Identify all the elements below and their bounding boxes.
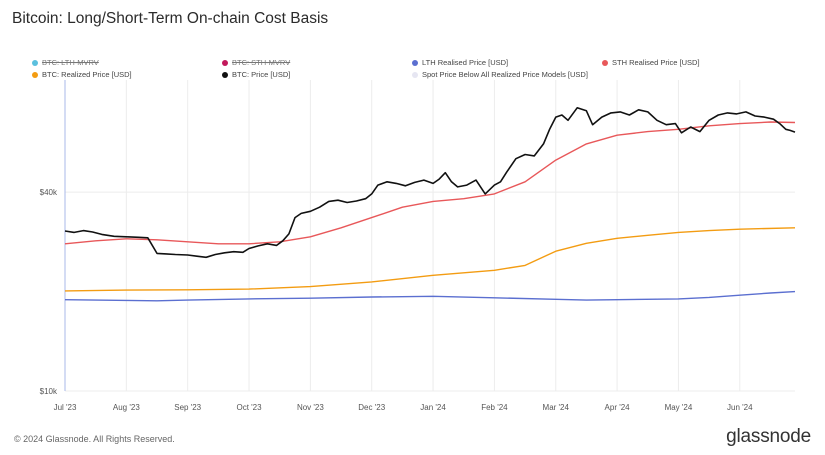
legend-swatch-spot-below-models	[412, 71, 418, 78]
legend-item-realized-price[interactable]: BTC: Realized Price [USD]	[32, 70, 222, 79]
brand-logo: glassnode	[726, 426, 811, 447]
copyright-footer: © 2024 Glassnode. All Rights Reserved.	[14, 434, 175, 444]
legend-item-lth-mvrv[interactable]: BTC: LTH-MVRV	[32, 58, 222, 67]
x-tick-label: Aug '23	[113, 403, 140, 412]
legend-label-sth-realised-price: STH Realised Price [USD]	[612, 58, 700, 67]
legend-item-lth-realised-price[interactable]: LTH Realised Price [USD]	[412, 58, 602, 67]
x-tick-label: Dec '23	[358, 403, 385, 412]
series-line-btc-realized-price-usd	[64, 227, 796, 292]
series-line-lth-realised-price-usd	[64, 290, 796, 302]
legend-item-spot-below-models[interactable]: Spot Price Below All Realized Price Mode…	[412, 70, 602, 79]
legend-item-sth-mvrv[interactable]: BTC: STH-MVRV	[222, 58, 412, 67]
chart-legend: BTC: LTH-MVRV BTC: STH-MVRV LTH Realised…	[32, 58, 802, 79]
series-lines	[64, 107, 796, 302]
series-line-btc-price-usd	[64, 107, 796, 259]
legend-label-lth-realised-price: LTH Realised Price [USD]	[422, 58, 509, 67]
x-tick-label: Mar '24	[543, 403, 570, 412]
x-tick-label: Oct '23	[236, 403, 262, 412]
legend-label-sth-mvrv: BTC: STH-MVRV	[232, 58, 291, 67]
legend-swatch-btc-price	[222, 71, 228, 78]
legend-swatch-sth-realised-price	[602, 59, 608, 66]
y-tick-label: $40k	[40, 188, 58, 197]
legend-swatch-lth-realised-price	[412, 59, 418, 66]
x-tick-label: May '24	[665, 403, 693, 412]
x-tick-label: Jul '23	[54, 403, 77, 412]
legend-label-spot-below-models: Spot Price Below All Realized Price Mode…	[422, 70, 588, 79]
legend-label-lth-mvrv: BTC: LTH-MVRV	[42, 58, 99, 67]
x-axis: Jul '23 Aug '23 Sep '23 Oct '23 Nov '23 Dec '…	[54, 403, 754, 412]
x-tick-label: Jan '24	[420, 403, 446, 412]
x-tick-label: Nov '23	[297, 403, 324, 412]
legend-item-btc-price[interactable]: BTC: Price [USD]	[222, 70, 412, 79]
legend-swatch-realized-price	[32, 71, 38, 78]
y-axis: $40k $10k	[40, 188, 58, 396]
x-tick-label: Jun '24	[727, 403, 753, 412]
x-tick-label: Apr '24	[605, 403, 631, 412]
grid-lines	[64, 80, 795, 392]
legend-swatch-sth-mvrv	[222, 59, 228, 66]
x-tick-label: Feb '24	[481, 403, 508, 412]
legend-label-btc-price: BTC: Price [USD]	[232, 70, 291, 79]
x-tick-label: Sep '23	[174, 403, 201, 412]
chart-title: Bitcoin: Long/Short-Term On-chain Cost B…	[12, 10, 329, 27]
y-tick-label: $10k	[40, 387, 58, 396]
legend-item-sth-realised-price[interactable]: STH Realised Price [USD]	[602, 58, 792, 67]
legend-label-realized-price: BTC: Realized Price [USD]	[42, 70, 132, 79]
legend-swatch-lth-mvrv	[32, 59, 38, 66]
